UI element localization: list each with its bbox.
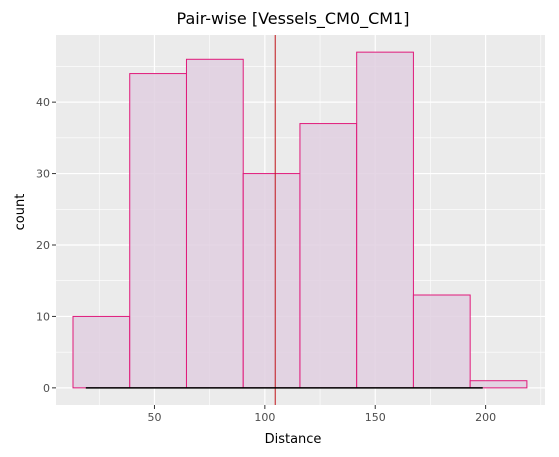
histogram-bar [242, 173, 301, 389]
histogram-bar [129, 73, 187, 389]
y-tick-label: 40 [36, 96, 50, 109]
y-axis-ticks: 0 10 20 30 40 [36, 96, 56, 395]
x-tick-label: 150 [365, 411, 386, 424]
histogram-bar [356, 51, 414, 389]
y-axis-label: count [13, 194, 28, 231]
histogram-bar [72, 315, 131, 389]
histogram-bar [469, 380, 528, 389]
x-axis-ticks: 50 100 150 200 [147, 405, 496, 424]
x-tick-label: 100 [254, 411, 275, 424]
x-tick-label: 200 [475, 411, 496, 424]
y-tick-label: 30 [36, 168, 50, 181]
chart-title: Pair-wise [Vessels_CM0_CM1] [177, 9, 410, 29]
histogram-bars [72, 51, 528, 389]
y-tick-label: 20 [36, 239, 50, 252]
y-tick-label: 10 [36, 310, 50, 323]
y-tick-label: 0 [43, 382, 50, 395]
x-axis-label: Distance [265, 432, 322, 447]
histogram-bar [299, 123, 358, 389]
histogram-bar [185, 58, 244, 389]
histogram-bar [412, 294, 471, 389]
x-tick-label: 50 [147, 411, 161, 424]
